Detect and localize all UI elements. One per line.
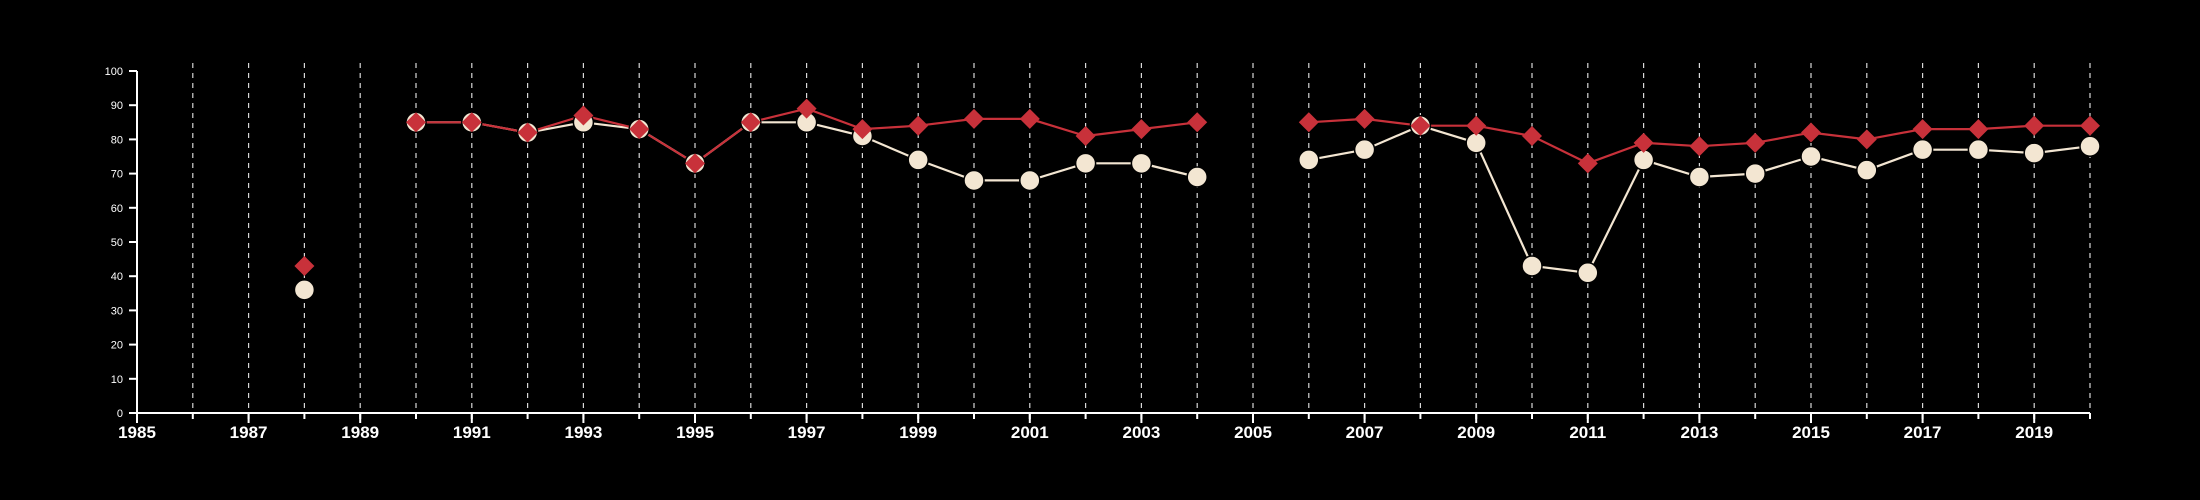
series-1-point-2011 xyxy=(1577,262,1599,284)
y-tick-label-0: 0 xyxy=(117,408,123,420)
series-1-point-2006 xyxy=(1298,149,1320,171)
x-tick-label-1987: 1987 xyxy=(230,423,268,442)
y-tick-label-50: 50 xyxy=(111,237,123,249)
series-0-point-2006 xyxy=(1298,112,1319,133)
series-1-point-2012 xyxy=(1632,149,1655,171)
series-0-point-1993 xyxy=(573,105,594,126)
x-tick-label-2015: 2015 xyxy=(1792,423,1830,442)
series-0-point-2018 xyxy=(1968,119,1989,140)
series-1-point-2013 xyxy=(1688,166,1711,188)
x-tick-label-2009: 2009 xyxy=(1457,423,1495,442)
y-tick-label-20: 20 xyxy=(111,340,123,352)
series-0-point-2016 xyxy=(1856,129,1877,150)
gridlines xyxy=(192,63,2091,413)
series-0-point-2009 xyxy=(1466,115,1487,136)
series-0-point-1996 xyxy=(740,112,761,133)
series-0-point-2014 xyxy=(1745,132,1766,153)
series-0-point-1992 xyxy=(517,122,538,143)
series-0-point-1990 xyxy=(406,112,426,133)
series-0-point-2019 xyxy=(2024,115,2045,136)
x-tick-label-1991: 1991 xyxy=(453,423,491,442)
y-tick-label-90: 90 xyxy=(111,100,123,112)
series-0-point-2003 xyxy=(1131,119,1152,140)
series-1-point-2014 xyxy=(1744,162,1766,185)
series-1-point-2003 xyxy=(1130,152,1153,175)
series-1-point-2015 xyxy=(1800,145,1822,168)
series-1-point-2009 xyxy=(1465,132,1487,154)
x-tick-label-2019: 2019 xyxy=(2015,423,2053,442)
series-0-point-2011 xyxy=(1577,153,1598,174)
series-markers xyxy=(293,98,2101,301)
series-1-point-2002 xyxy=(1074,152,1097,175)
series-1-point-2007 xyxy=(1353,138,1376,161)
series-0-point-2012 xyxy=(1633,132,1654,153)
x-tick-label-2007: 2007 xyxy=(1346,423,1384,442)
series-0-point-2008 xyxy=(1410,115,1431,136)
series-0-point-1991 xyxy=(461,112,482,133)
y-tick-label-80: 80 xyxy=(111,134,123,146)
series-1-point-2010 xyxy=(1521,255,1543,277)
series-0-point-1995 xyxy=(685,153,705,174)
series-0-point-2017 xyxy=(1912,119,1933,140)
series-0-point-2015 xyxy=(1801,122,1821,143)
series-0-point-1998 xyxy=(852,119,873,140)
series-1-point-2016 xyxy=(1856,159,1878,181)
series-1-point-2004 xyxy=(1186,166,1208,188)
series-0-point-2013 xyxy=(1689,136,1710,157)
y-tick-label-100: 100 xyxy=(105,66,123,78)
series-0-point-1999 xyxy=(908,115,929,136)
x-tick-label-2013: 2013 xyxy=(1680,423,1718,442)
x-tick-label-1985: 1985 xyxy=(118,423,156,442)
y-tick-label-10: 10 xyxy=(111,374,123,386)
series-0-point-2002 xyxy=(1075,125,1096,146)
x-tick-label-2001: 2001 xyxy=(1011,423,1049,442)
series-1-point-2017 xyxy=(1911,138,1934,161)
series-1-point-2001 xyxy=(1019,169,1041,192)
series-0-point-2000 xyxy=(964,108,984,129)
series-0-point-2007 xyxy=(1354,108,1375,129)
y-tick-label-30: 30 xyxy=(111,305,123,317)
series-1-point-1999 xyxy=(907,149,929,171)
x-tick-label-1997: 1997 xyxy=(788,423,826,442)
y-tick-label-60: 60 xyxy=(111,203,123,215)
x-tick-label-2003: 2003 xyxy=(1122,423,1160,442)
y-tick-label-70: 70 xyxy=(111,169,123,181)
series-0-point-2010 xyxy=(1522,125,1542,146)
x-tick-label-2011: 2011 xyxy=(1569,423,1606,442)
x-tick-label-1989: 1989 xyxy=(341,423,379,442)
series-0-point-2020 xyxy=(2080,115,2100,136)
series-1-point-2020 xyxy=(2079,135,2101,157)
series-0-point-1988 xyxy=(294,255,315,276)
x-tick-label-1993: 1993 xyxy=(564,423,602,442)
series-0-point-1994 xyxy=(629,119,650,140)
series-0-point-1997 xyxy=(796,98,817,119)
y-tick-label-40: 40 xyxy=(111,271,123,283)
axes: 0 10 20 30 40 50 60 70 80 90 100 1985 1987 1989 1991 19… xyxy=(105,66,2091,442)
series-0-point-2001 xyxy=(1019,108,1040,129)
series-1-point-2019 xyxy=(2023,142,2045,164)
series-1-point-2000 xyxy=(963,169,985,192)
x-tick-label-2005: 2005 xyxy=(1234,423,1272,442)
series-1-point-1988 xyxy=(293,279,316,301)
series-0-point-2004 xyxy=(1187,112,1208,133)
x-tick-label-1999: 1999 xyxy=(899,423,937,442)
x-tick-label-1995: 1995 xyxy=(676,423,714,442)
x-tick-label-2017: 2017 xyxy=(1904,423,1942,442)
series-1-point-2018 xyxy=(1967,138,1990,161)
